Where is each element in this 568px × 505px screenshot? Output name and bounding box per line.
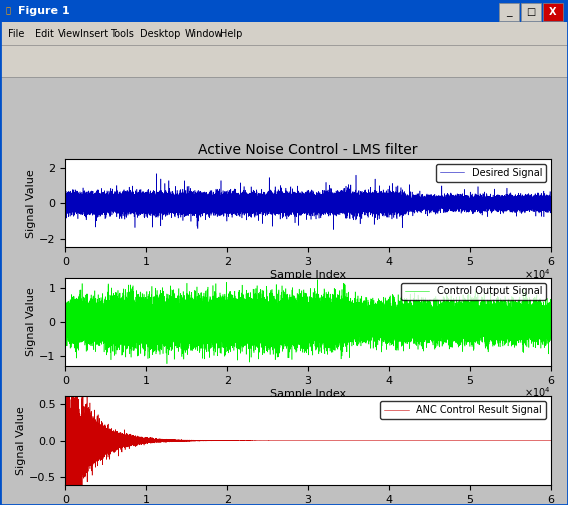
Legend: Desired Signal: Desired Signal [436, 164, 546, 182]
Text: Insert: Insert [80, 29, 108, 39]
X-axis label: Sample Index: Sample Index [270, 389, 346, 398]
Legend: Control Output Signal: Control Output Signal [401, 283, 546, 300]
Y-axis label: Signal Value: Signal Value [27, 287, 36, 357]
Text: Figure 1: Figure 1 [18, 6, 70, 16]
Text: $\times 10^4$: $\times 10^4$ [524, 267, 551, 281]
Bar [521, 3, 541, 21]
Text: Window: Window [185, 29, 223, 39]
Text: □: □ [527, 7, 536, 17]
Text: $\times 10^4$: $\times 10^4$ [524, 504, 551, 505]
Text: View: View [58, 29, 81, 39]
Y-axis label: Signal Value: Signal Value [16, 406, 26, 475]
Text: File: File [8, 29, 24, 39]
Text: $\times 10^4$: $\times 10^4$ [524, 386, 551, 399]
Bar [499, 3, 519, 21]
Y-axis label: Signal Value: Signal Value [26, 169, 36, 238]
Text: Help: Help [220, 29, 243, 39]
Bar [543, 3, 563, 21]
Text: 🔶: 🔶 [6, 7, 11, 16]
Text: X: X [549, 7, 557, 17]
Bar [0, 45, 568, 77]
Legend: ANC Control Result Signal: ANC Control Result Signal [381, 401, 546, 419]
Text: _: _ [506, 7, 512, 17]
Bar [0, 22, 568, 45]
Title: Active Noise Control - LMS filter: Active Noise Control - LMS filter [198, 142, 418, 157]
Text: Desktop: Desktop [140, 29, 181, 39]
FancyBboxPatch shape [0, 0, 568, 22]
X-axis label: Sample Index: Sample Index [270, 270, 346, 280]
Text: Edit: Edit [35, 29, 54, 39]
Text: Tools: Tools [110, 29, 134, 39]
